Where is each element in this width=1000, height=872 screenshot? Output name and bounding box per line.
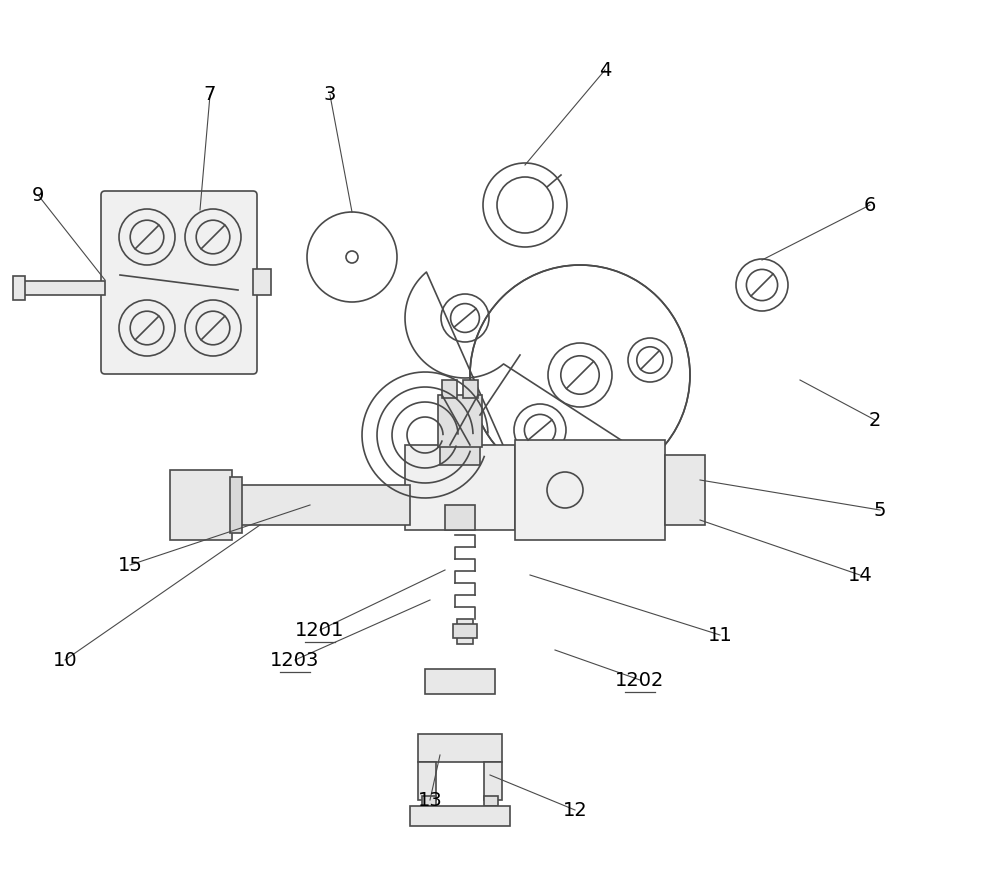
Text: 3: 3	[324, 85, 336, 105]
Bar	[422, 796, 436, 806]
Bar	[23, 281, 105, 295]
Bar	[438, 395, 482, 447]
Text: 7: 7	[204, 85, 216, 105]
Bar	[418, 762, 436, 800]
Text: 12: 12	[563, 800, 587, 820]
Bar	[484, 796, 498, 806]
Text: 4: 4	[599, 60, 611, 79]
Bar	[484, 762, 502, 800]
Text: 11: 11	[708, 625, 732, 644]
Bar	[253, 269, 271, 295]
Bar	[453, 624, 477, 638]
Bar	[170, 470, 232, 540]
Bar	[457, 619, 473, 644]
Bar	[418, 734, 502, 762]
Text: 1201: 1201	[295, 621, 345, 639]
Bar	[440, 445, 480, 465]
Bar	[463, 380, 478, 398]
Text: 9: 9	[32, 186, 44, 205]
Text: 1203: 1203	[270, 651, 320, 670]
Bar	[230, 485, 410, 525]
Text: 2: 2	[869, 411, 881, 430]
Bar	[13, 276, 25, 299]
FancyBboxPatch shape	[101, 191, 257, 374]
Bar	[405, 445, 515, 530]
Text: 5: 5	[874, 501, 886, 520]
Text: 1202: 1202	[615, 671, 665, 690]
Text: 10: 10	[53, 651, 77, 670]
Text: 15: 15	[118, 555, 142, 575]
Text: 14: 14	[848, 566, 872, 584]
Bar	[410, 806, 510, 826]
Bar	[515, 440, 665, 540]
Bar	[230, 477, 242, 533]
Text: 6: 6	[864, 195, 876, 215]
Bar	[445, 505, 475, 530]
Bar	[665, 455, 705, 525]
Text: 13: 13	[418, 791, 442, 809]
Bar	[425, 669, 495, 694]
Bar	[442, 380, 457, 398]
